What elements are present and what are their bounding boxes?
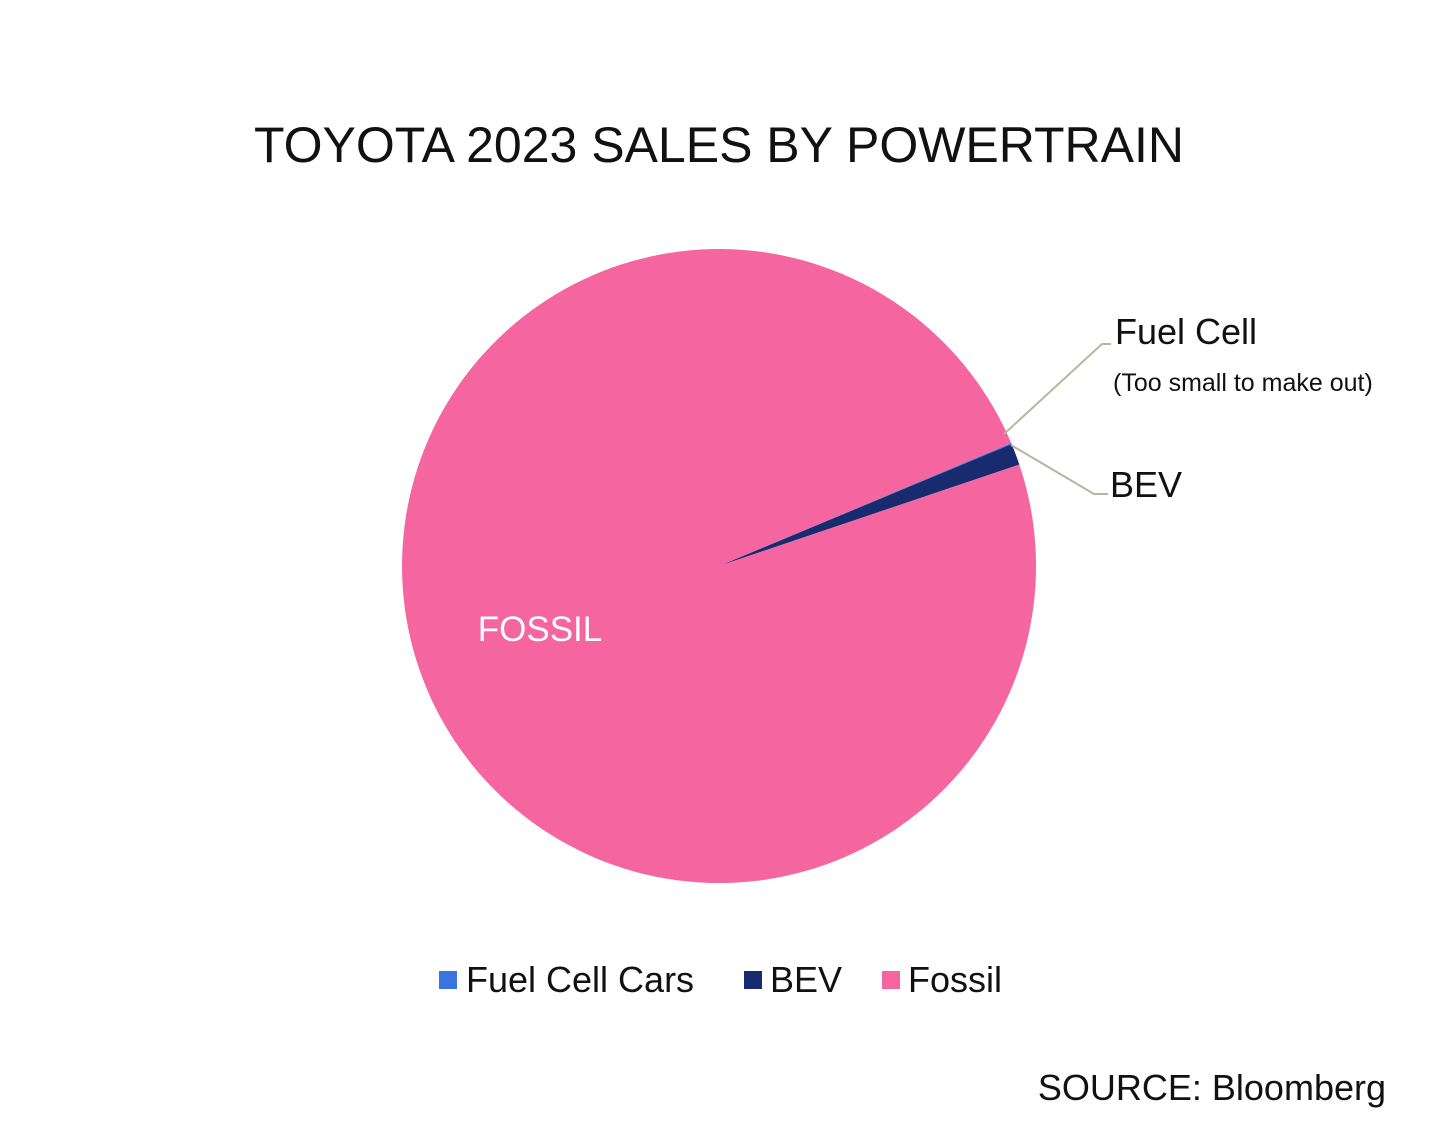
pie-slices xyxy=(402,249,1037,884)
source-note: SOURCE: Bloomberg xyxy=(1038,1067,1386,1108)
legend-swatch-bev xyxy=(744,971,762,989)
slice-label-bev: BEV xyxy=(1110,464,1182,505)
legend-label-fuel-cell-cars: Fuel Cell Cars xyxy=(466,959,694,1000)
legend-label-bev: BEV xyxy=(770,959,842,1000)
leader-line-bev xyxy=(1010,444,1108,495)
pie-slice-fuel-cell-cars xyxy=(719,443,1012,566)
leader-line-fuel-cell xyxy=(1003,343,1111,435)
slice-label-fuel-cell-note: (Too small to make out) xyxy=(1113,369,1373,397)
legend-swatch-fuel-cell-cars xyxy=(439,971,457,989)
slice-label-fossil: FOSSIL xyxy=(478,610,602,649)
legend-swatch-fossil xyxy=(882,971,900,989)
legend: Fuel Cell Cars BEV Fossil xyxy=(439,959,1002,1000)
slice-label-fuel-cell: Fuel Cell xyxy=(1115,311,1257,352)
pie-slice-bev xyxy=(719,444,1020,566)
legend-label-fossil: Fossil xyxy=(908,959,1002,1000)
pie-slice-fossil xyxy=(402,249,1037,884)
chart-title: TOYOTA 2023 SALES BY POWERTRAIN xyxy=(254,117,1184,173)
